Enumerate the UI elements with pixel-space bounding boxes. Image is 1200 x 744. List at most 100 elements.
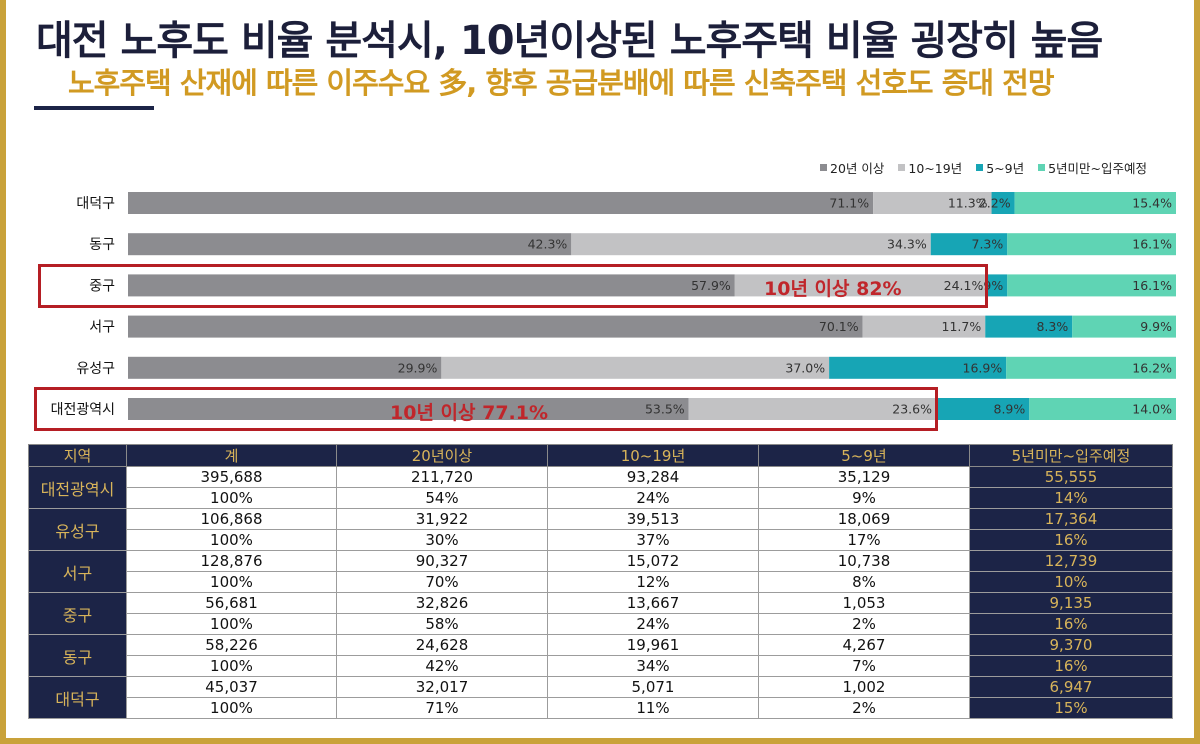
category-label: 중구 <box>89 278 115 294</box>
legend-swatch-20y <box>820 164 827 171</box>
table-percent-cell: 34% <box>547 655 759 677</box>
table-count-cell: 12,739 <box>969 550 1173 572</box>
data-label: 24.1% <box>944 278 984 293</box>
bar-segment <box>862 315 986 338</box>
data-label: 11.3% <box>948 196 988 211</box>
table-row-percents: 100% 30% 37% 17% 16% <box>29 529 1173 551</box>
table-row-percents: 100% 71% 11% 2% 15% <box>29 697 1173 719</box>
data-label: 70.1% <box>819 319 859 334</box>
table-header-cell: 지역 <box>28 444 127 467</box>
table-header-cell: 5~9년 <box>758 444 970 467</box>
bar-segment <box>1006 356 1176 379</box>
table-percent-cell: 100% <box>126 613 337 635</box>
table-region-cell: 동구 <box>28 634 127 677</box>
bar-segment <box>1029 398 1176 420</box>
bar-segment <box>128 398 689 420</box>
table-region-cell: 대덕구 <box>28 676 127 719</box>
table-count-cell: 5,071 <box>547 676 759 698</box>
table-region-cell: 중구 <box>28 592 127 635</box>
bar-segment <box>1007 233 1176 256</box>
table-percent-cell: 16% <box>969 529 1173 551</box>
table-count-cell: 56,681 <box>126 592 337 614</box>
table-count-cell: 24,628 <box>336 634 548 656</box>
bar-segment <box>128 274 735 297</box>
table-percent-cell: 100% <box>126 655 337 677</box>
table-count-cell: 17,364 <box>969 508 1173 530</box>
table-percent-cell: 7% <box>758 655 970 677</box>
table-count-cell: 13,667 <box>547 592 759 614</box>
data-label: 8.9% <box>994 402 1026 417</box>
table-count-cell: 31,922 <box>336 508 548 530</box>
data-label: 23.6% <box>892 402 932 417</box>
stacked-bar-chart: 대덕구 71.1% 11.3%2.2% 15.4% 동구 42.3% 34.3% 7.3% 16… <box>51 192 1176 420</box>
data-label: 71.1% <box>829 196 869 211</box>
table-percent-cell: 16% <box>969 655 1173 677</box>
chart-legend: 20년 이상 10~19년 5~9년 5년미만~입주예정 <box>820 158 1147 177</box>
table-count-cell: 18,069 <box>758 508 970 530</box>
data-label: 16.2% <box>1132 360 1172 375</box>
table-row-counts: 대덕구 45,037 32,017 5,071 1,002 6,947 <box>28 676 1173 719</box>
table-percent-cell: 9% <box>758 487 970 509</box>
table-percent-cell: 15% <box>969 697 1173 719</box>
table-row-counts: 대전광역시 395,688 211,720 93,284 35,129 55,555 <box>28 466 1173 509</box>
table-count-cell: 32,826 <box>336 592 548 614</box>
legend-label-new: 5년미만~입주예정 <box>1048 161 1148 176</box>
table-header-cell: 10~19년 <box>547 444 759 467</box>
table-percent-cell: 58% <box>336 613 548 635</box>
data-label: 14.0% <box>1132 402 1172 417</box>
table-percent-cell: 11% <box>547 697 759 719</box>
table-percent-cell: 30% <box>336 529 548 551</box>
table-count-cell: 211,720 <box>336 466 548 488</box>
table-count-cell: 19,961 <box>547 634 759 656</box>
table-count-cell: 45,037 <box>126 676 337 698</box>
legend-label-10-19y: 10~19년 <box>908 161 963 176</box>
data-label: 29.9% <box>398 360 438 375</box>
table-percent-cell: 2% <box>758 697 970 719</box>
bar-segment <box>1014 192 1176 214</box>
data-label: 16.1% <box>1132 278 1172 293</box>
legend-label-20y: 20년 이상 <box>830 161 885 176</box>
table-percent-cell: 14% <box>969 487 1173 509</box>
legend-swatch-5-9y <box>976 164 984 171</box>
bar-segment <box>128 356 442 379</box>
title-underline <box>34 106 154 110</box>
table-percent-cell: 24% <box>547 487 759 509</box>
legend-item-5-9y: 5~9년 <box>976 158 1024 177</box>
table-count-cell: 32,017 <box>336 676 548 698</box>
data-label: 7.3% <box>972 237 1004 252</box>
annotation-text-daejeon: 10년 이상 77.1% <box>390 402 549 424</box>
table-percent-cell: 100% <box>126 529 337 551</box>
table-count-cell: 93,284 <box>547 466 759 488</box>
housing-age-table: 지역 계 20년이상 10~19년 5~9년 5년미만~입주예정 대전광역시 39… <box>28 444 1173 719</box>
category-label: 대덕구 <box>76 196 115 212</box>
table-percent-cell: 17% <box>758 529 970 551</box>
data-label: 15.4% <box>1132 196 1172 211</box>
frame-bottom-border <box>0 738 1200 744</box>
table-count-cell: 395,688 <box>126 466 337 488</box>
table-count-cell: 106,868 <box>126 508 337 530</box>
table-row-counts: 서구 128,876 90,327 15,072 10,738 12,739 <box>28 550 1173 593</box>
table-count-cell: 55,555 <box>969 466 1173 488</box>
data-label: 16.1% <box>1132 237 1172 252</box>
table-row-percents: 100% 70% 12% 8% 10% <box>29 571 1173 593</box>
table-row-percents: 100% 54% 24% 9% 14% <box>29 487 1173 509</box>
table-region-cell: 서구 <box>28 550 127 593</box>
data-label: 53.5% <box>645 402 685 417</box>
table-percent-cell: 24% <box>547 613 759 635</box>
category-label: 대전광역시 <box>51 402 115 418</box>
bar-segment <box>829 356 1007 379</box>
table-count-cell: 58,226 <box>126 634 337 656</box>
table-percent-cell: 71% <box>336 697 548 719</box>
table-count-cell: 6,947 <box>969 676 1173 698</box>
data-label: 16.9% <box>963 360 1003 375</box>
table-percent-cell: 100% <box>126 571 337 593</box>
data-label: 8.3% <box>1036 319 1068 334</box>
data-label: 2.2% <box>979 196 1011 211</box>
data-label: 37.0% <box>785 360 825 375</box>
table-count-cell: 9,135 <box>969 592 1173 614</box>
table-percent-cell: 16% <box>969 613 1173 635</box>
legend-item-20y: 20년 이상 <box>820 158 884 177</box>
table-row-counts: 동구 58,226 24,628 19,961 4,267 9,370 <box>28 634 1173 677</box>
table-percent-cell: 70% <box>336 571 548 593</box>
table-header-cell: 5년미만~입주예정 <box>969 444 1173 467</box>
